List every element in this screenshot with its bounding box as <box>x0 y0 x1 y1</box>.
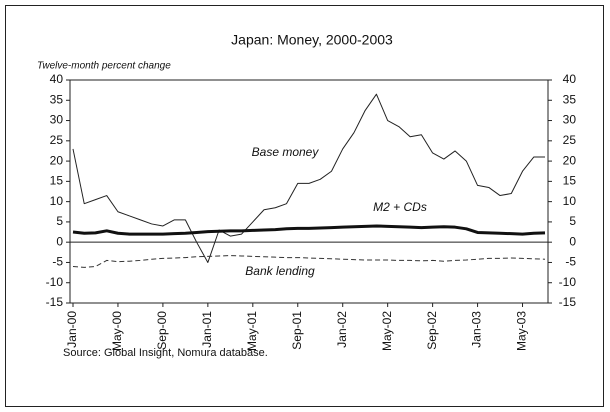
series-label: Bank lending <box>245 264 315 278</box>
series-line <box>72 255 546 268</box>
plot-area <box>69 79 549 304</box>
y-tick-label: 35 <box>50 92 64 106</box>
y-tick-label: 20 <box>50 153 64 167</box>
series-line <box>72 224 546 236</box>
y2-tick-label: 10 <box>563 194 577 208</box>
x-tick-label: May-00 <box>110 311 124 351</box>
x-tick-label: Sep-00 <box>155 311 169 350</box>
y-tick-label: 40 <box>50 72 64 86</box>
x-tick-label: Jan-02 <box>335 311 349 348</box>
y-axis-label: Twelve-month percent change <box>37 61 171 72</box>
series-line <box>72 93 545 263</box>
x-tick-label: Jan-00 <box>65 311 79 348</box>
y2-tick-label: -10 <box>559 275 577 289</box>
y-tick-label: 10 <box>50 194 64 208</box>
y2-tick-label: 0 <box>569 234 576 248</box>
series-label: M2 + CDs <box>373 200 427 214</box>
source-note: Source: Global Insight, Nomura database. <box>63 347 268 359</box>
y2-tick-label: 15 <box>563 174 577 188</box>
y-tick-label: 25 <box>50 133 64 147</box>
y2-tick-label: -15 <box>559 295 577 309</box>
chart-title: Japan: Money, 2000-2003 <box>231 32 393 48</box>
y2-tick-label: 5 <box>569 214 576 228</box>
y2-tick-label: 20 <box>563 153 577 167</box>
frame <box>5 5 604 407</box>
x-tick-label: Sep-02 <box>425 311 439 350</box>
y2-tick-label: 25 <box>563 133 577 147</box>
y-tick-label: -10 <box>46 275 64 289</box>
y2-tick-label: 35 <box>563 92 577 106</box>
y-tick-label: 0 <box>56 234 63 248</box>
x-tick-label: May-01 <box>245 311 259 351</box>
x-tick-label: May-02 <box>380 311 394 351</box>
x-tick-label: Sep-01 <box>290 311 304 350</box>
y2-tick-label: 40 <box>563 72 577 86</box>
y2-tick-label: -5 <box>565 255 576 269</box>
y-tick-label: -5 <box>52 255 63 269</box>
y-tick-label: 15 <box>50 174 64 188</box>
x-tick-label: Jan-01 <box>200 311 214 348</box>
x-tick-label: May-03 <box>515 311 529 351</box>
y-tick-label: 5 <box>56 214 63 228</box>
x-tick-label: Jan-03 <box>470 311 484 348</box>
y-tick-label: 30 <box>50 113 64 127</box>
y2-tick-label: 30 <box>563 113 577 127</box>
y-tick-label: -15 <box>46 295 64 309</box>
series-label: Base money <box>252 145 320 159</box>
